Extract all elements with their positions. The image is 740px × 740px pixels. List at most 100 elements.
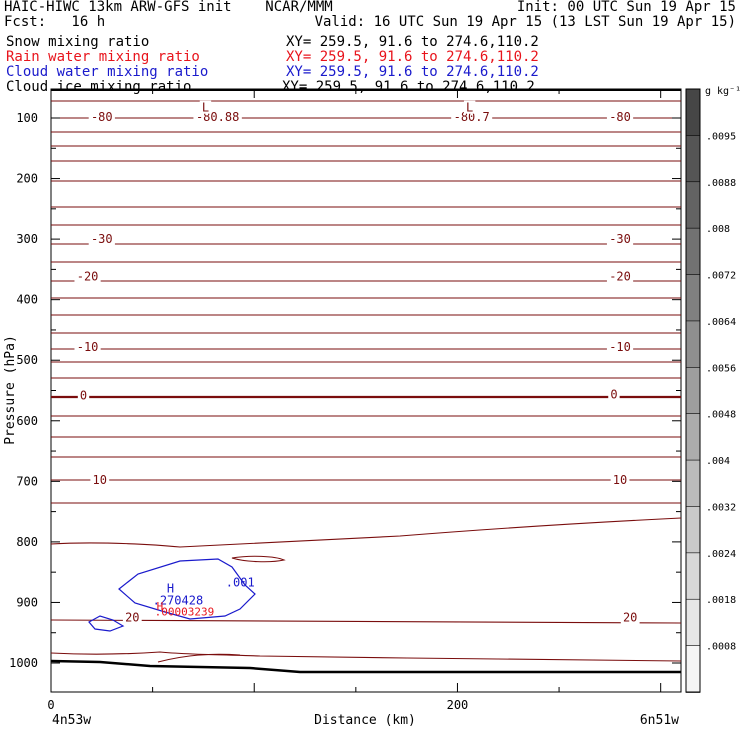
field-label-snow: Snow mixing ratio <box>6 34 150 50</box>
colorbar-swatch <box>685 645 701 693</box>
y-tick-label: 700 <box>16 474 38 488</box>
x-tick-label: 200 <box>447 698 469 712</box>
y-tick-label: 500 <box>16 353 38 367</box>
colorbar-swatch <box>685 552 701 601</box>
colorbar-swatch <box>685 135 701 183</box>
label-mask <box>88 232 115 246</box>
header-line1-right: Init: 00 UTC Sun 19 Apr 15 <box>516 0 736 15</box>
colorbar-label: .0032 <box>706 502 736 513</box>
contour-label: 10 <box>613 473 627 487</box>
x-endpoint-left: 4n53w <box>52 713 91 728</box>
header-line2-right: Valid: 16 UTC Sun 19 Apr 15 (13 LST Sun … <box>314 14 736 30</box>
colorbar: .0095 .0088 .008 .0072 .0064 .0056 .0048 .004 .0… <box>685 88 736 693</box>
contour-label: -80 <box>91 110 113 124</box>
colorbar-swatch <box>685 506 701 554</box>
colorbar-label: .0064 <box>706 317 736 328</box>
isotherm <box>157 653 241 663</box>
isotherm <box>231 555 286 563</box>
contour-label: L <box>466 101 473 115</box>
contour-label: -20 <box>77 270 99 284</box>
header-line1-left: HAIC-HIWC 13km ARW-GFS init NCAR/MMM <box>4 0 333 15</box>
field-xy-rain: XY= 259.5, 91.6 to 274.6,110.2 <box>286 49 539 65</box>
field-xy-cloud-water: XY= 259.5, 91.6 to 274.6,110.2 <box>286 64 539 80</box>
colorbar-swatch <box>685 598 701 647</box>
contour-label: 0 <box>610 388 617 402</box>
y-tick-label: 300 <box>16 232 38 246</box>
label-mask <box>608 387 620 401</box>
y-tick-labels: 100 200 300 400 500 600 700 800 900 1000 <box>9 111 38 670</box>
field-xy-snow: XY= 259.5, 91.6 to 274.6,110.2 <box>286 34 539 50</box>
label-mask <box>606 339 634 353</box>
label-mask <box>74 269 101 283</box>
contour-label: -20 <box>609 270 631 284</box>
label-mask <box>74 339 101 353</box>
colorbar-label: .004 <box>706 456 730 467</box>
y-axis-title: Pressure (hPa) <box>3 335 18 445</box>
colorbar-label: .0048 <box>706 410 736 421</box>
temperature-contour-labels: -80 -80.88L-80.7L-80-30 -30-20 -20-10 -100 01… <box>74 100 640 625</box>
contour-label: -10 <box>77 340 99 354</box>
label-mask <box>610 473 630 487</box>
y-tick-label: 900 <box>16 595 38 609</box>
header-line2-left: Fcst: 16 h <box>4 14 106 30</box>
contour-label: 20 <box>623 611 637 625</box>
colorbar-label: .0008 <box>706 642 736 653</box>
label-mask <box>90 473 110 487</box>
colorbar-swatch <box>685 274 701 322</box>
x-tick-label: 0 <box>47 698 54 712</box>
contour-label: .270428 <box>153 594 204 608</box>
contour-label: .00003239 <box>155 606 215 619</box>
colorbar-swatch <box>685 181 701 229</box>
colorbar-swatch <box>685 88 701 137</box>
cloud-water-contours <box>88 558 256 632</box>
isotherm <box>50 651 682 662</box>
y-tick-label: 800 <box>16 535 38 549</box>
isotherm-lines <box>50 100 682 663</box>
isotherm <box>50 619 682 624</box>
label-mask <box>199 100 212 114</box>
contour-label: H <box>167 582 174 596</box>
label-mask <box>606 232 634 246</box>
contour-label: -80.7 <box>454 110 490 124</box>
colorbar-label: .0095 <box>706 131 736 142</box>
terrain-line <box>50 659 681 674</box>
colorbar-swatch <box>685 227 701 276</box>
cloud-water-contour <box>88 615 125 632</box>
y-tick-label: 400 <box>16 293 38 307</box>
colorbar-label: .0056 <box>706 363 736 374</box>
colorbar-label: .0072 <box>706 271 736 282</box>
contour-label: -10 <box>609 340 631 354</box>
label-mask <box>606 109 634 123</box>
contour-label: L <box>202 101 209 115</box>
contour-label: 10 <box>93 473 107 487</box>
colorbar-label: .008 <box>706 224 730 235</box>
contour-label: -30 <box>609 232 631 246</box>
colorbar-label: .0088 <box>706 178 736 189</box>
contour-label: 20 <box>125 611 139 625</box>
label-mask <box>606 269 634 283</box>
contour-label: -80 <box>609 110 631 124</box>
contour-label: H <box>157 600 164 613</box>
x-endpoint-right: 6n51w <box>640 713 679 728</box>
colorbar-label: .0024 <box>706 549 736 560</box>
colorbar-swatch <box>685 413 701 461</box>
y-tick-label: 1000 <box>9 656 38 670</box>
colorbar-swatch <box>685 320 701 369</box>
colorbar-swatch <box>685 367 701 415</box>
label-mask <box>77 388 90 402</box>
field-label-rain: Rain water mixing ratio <box>6 49 200 65</box>
label-mask <box>620 610 640 624</box>
y-tick-label: 200 <box>16 172 38 186</box>
label-mask <box>451 109 493 123</box>
axis-ticks <box>50 89 681 692</box>
isotherm <box>50 517 682 548</box>
cloud-water-labels: H .001 .270428 <box>153 575 255 607</box>
colorbar-label: .0018 <box>706 595 736 606</box>
x-tick-labels: 0 200 <box>47 698 468 712</box>
contour-label: .001 <box>226 575 255 589</box>
cloud-water-contour <box>118 558 256 620</box>
contour-label: -30 <box>91 232 113 246</box>
rain-water-labels: H.00003239 <box>155 600 215 618</box>
label-mask <box>88 109 115 123</box>
